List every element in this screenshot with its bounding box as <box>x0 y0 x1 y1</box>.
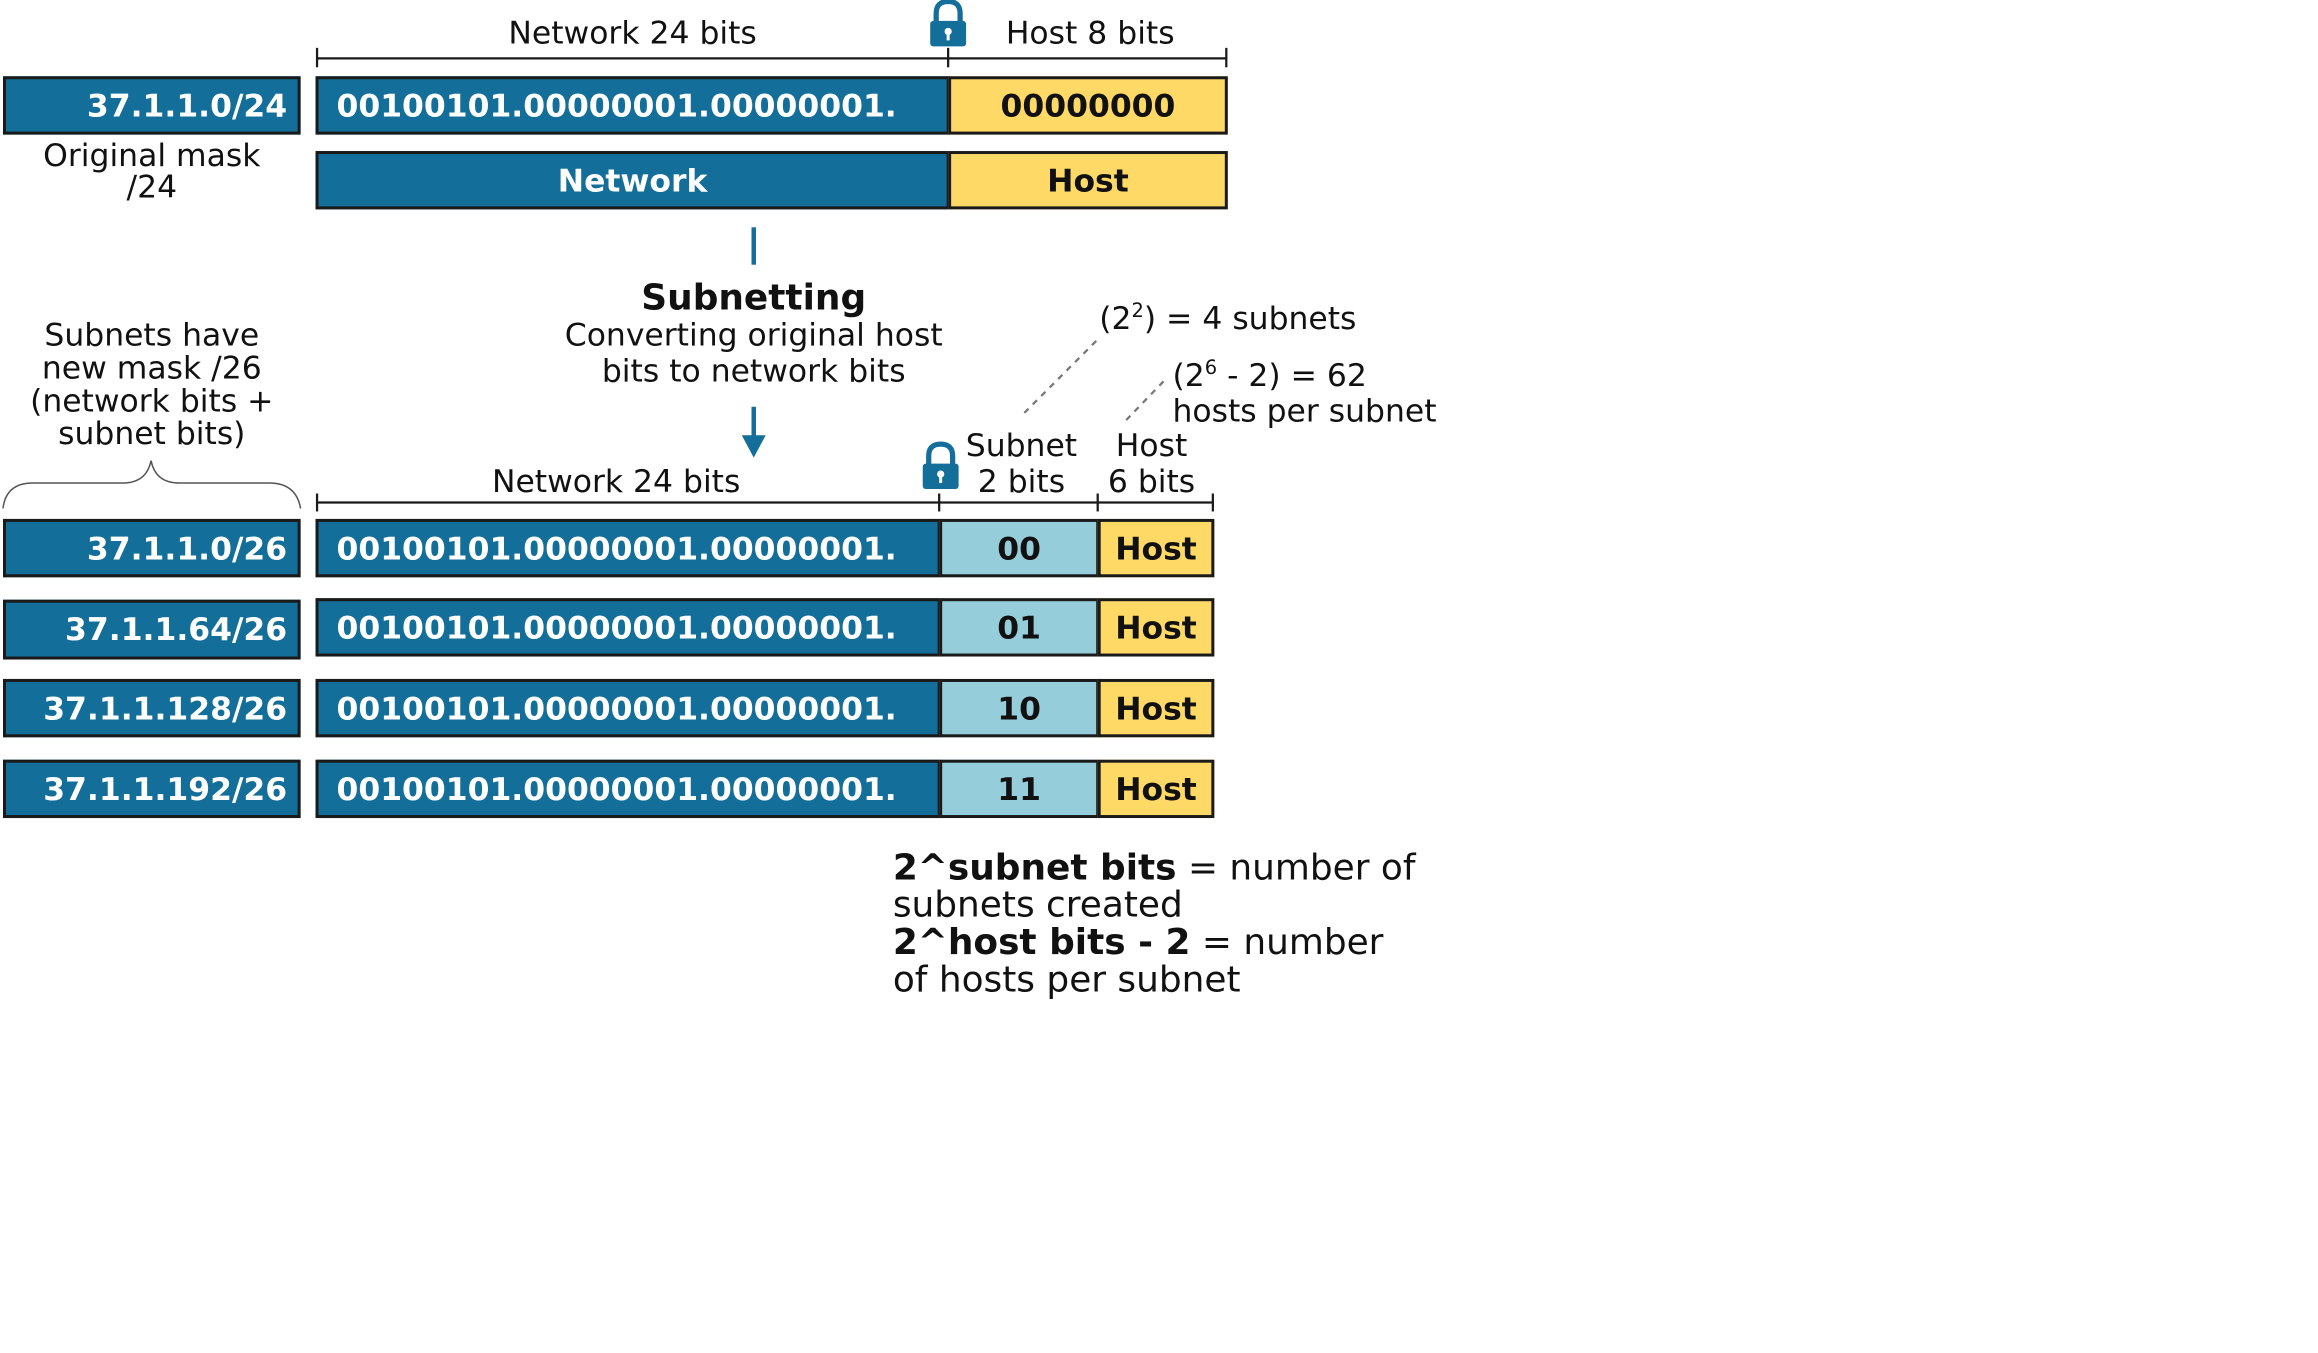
hosts-count-annotation: (26 - 2) = 62 hosts per subnet <box>1172 351 1436 429</box>
formula-bold: 2^host bits - 2 <box>892 921 1191 964</box>
caption-line: new mask /26 <box>41 349 262 386</box>
mask-caption-line: Original mask <box>43 137 261 174</box>
caption-line: subnet bits) <box>58 415 246 452</box>
new-mask-caption: Subnets have new mask /26 (network bits … <box>0 319 304 451</box>
formula-base: (2 <box>1099 300 1132 337</box>
formula-text: = number <box>1190 921 1384 964</box>
subnet-bits-box: 10 <box>939 678 1100 738</box>
subnet-host-box: Host <box>1097 759 1215 819</box>
subnet-binary-box: 00100101.00000001.00000001. <box>315 678 941 738</box>
host-bits-label: Host 8 bits <box>1005 14 1175 51</box>
network-bits-label: Network 24 bits <box>508 14 757 51</box>
subnet-bits-label: Subnet 2 bits <box>954 428 1089 500</box>
subnet-cidr-box: 37.1.1.128/26 <box>2 678 301 738</box>
description-line: Converting original host <box>564 317 943 353</box>
formula-line: hosts per subnet <box>1172 393 1437 430</box>
subnet-binary-box: 00100101.00000001.00000001. <box>315 759 941 819</box>
lock-icon <box>922 441 959 490</box>
subnetting-heading: Subnetting <box>641 276 867 319</box>
subnet-cidr-box: 37.1.1.192/26 <box>2 759 301 819</box>
formula-text: = number of <box>1176 846 1416 889</box>
subnet-cidr-box: 37.1.1.64/26 <box>2 599 301 660</box>
subnet-host-box: Host <box>1097 598 1215 657</box>
subnet-binary-box: 00100101.00000001.00000001. <box>315 598 941 657</box>
mask-caption-line: /24 <box>126 168 178 205</box>
subnet-binary-box: 00100101.00000001.00000001. <box>315 518 941 578</box>
formula-base: (2 <box>1172 357 1205 394</box>
original-cidr-box: 37.1.1.0/24 <box>2 76 301 135</box>
description-line: bits to network bits <box>601 352 906 389</box>
subnetting-description: Converting original host bits to network… <box>499 317 1007 389</box>
subnet-host-box: Host <box>1097 678 1215 738</box>
formula-exponent: 2 <box>1131 300 1144 324</box>
formula-bold: 2^subnet bits <box>892 846 1177 889</box>
formula-exponent: 6 <box>1204 357 1218 380</box>
original-mask-caption: Original mask /24 <box>3 137 301 205</box>
caption-line: Subnets have <box>44 317 260 353</box>
subnet-cidr-box: 37.1.1.0/26 <box>2 518 301 578</box>
caption-line: (network bits + <box>30 382 274 419</box>
binary-network-box: 00100101.00000001.00000001. <box>315 76 950 135</box>
host-bits-label-bottom: Host 6 bits <box>1095 428 1209 500</box>
network-portion-box: Network <box>315 151 950 210</box>
formula-rest: - 2) = 62 <box>1217 357 1367 394</box>
host-portion-box: Host <box>948 151 1228 210</box>
formula-explanation: 2^subnet bits = number of subnets create… <box>893 849 1416 999</box>
formula-text: of hosts per subnet <box>892 958 1241 1001</box>
formula-rest: ) = 4 subnets <box>1143 300 1357 337</box>
label-line: Subnet <box>965 427 1078 464</box>
formula-text: subnets created <box>892 883 1183 926</box>
binary-host-box: 00000000 <box>948 76 1228 135</box>
subnet-host-box: Host <box>1097 518 1215 578</box>
label-line: Host <box>1115 427 1188 464</box>
label-line: 6 bits <box>1107 463 1196 500</box>
arrow-down-icon <box>741 406 766 458</box>
subnet-bits-box: 11 <box>939 759 1100 819</box>
subnet-bits-box: 00 <box>939 518 1100 578</box>
lock-icon <box>930 0 967 47</box>
network-bits-label-bottom: Network 24 bits <box>491 463 741 500</box>
brace-icon <box>2 460 302 509</box>
subnet-count-annotation: (22) = 4 subnets <box>1099 295 1356 337</box>
subnet-bits-box: 01 <box>939 598 1100 657</box>
label-line: 2 bits <box>977 463 1066 500</box>
